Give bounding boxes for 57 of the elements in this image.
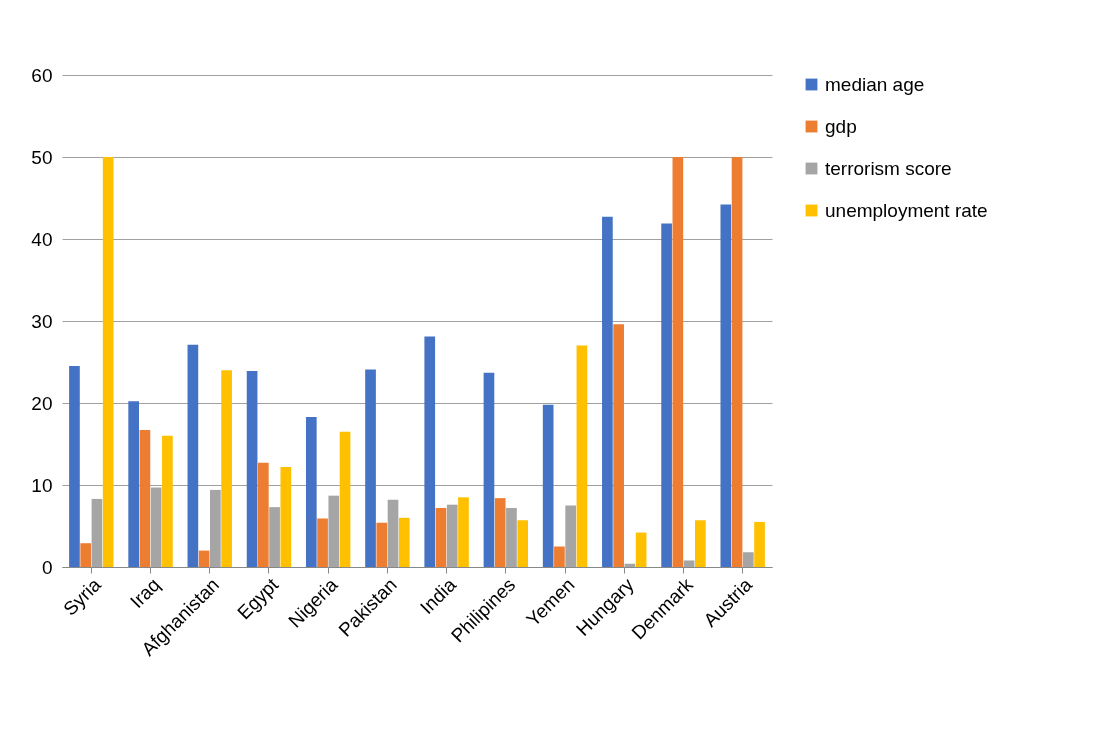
bar xyxy=(365,369,376,567)
bar xyxy=(210,489,221,567)
bar xyxy=(91,498,103,567)
bar xyxy=(720,204,732,567)
bar xyxy=(128,401,139,567)
bar xyxy=(683,560,695,567)
legend-label: gdp xyxy=(825,115,857,137)
y-tick-label: 40 xyxy=(31,228,53,250)
bar xyxy=(376,522,388,567)
bar xyxy=(387,499,399,567)
bar xyxy=(602,216,613,567)
bar xyxy=(446,504,458,567)
bar xyxy=(661,223,672,567)
legend-label: terrorism score xyxy=(825,157,952,179)
bar xyxy=(317,518,328,567)
y-tick-label: 60 xyxy=(31,64,53,86)
bar xyxy=(435,507,447,567)
bar xyxy=(613,324,624,567)
bar xyxy=(187,344,199,567)
bar xyxy=(695,520,706,567)
bar xyxy=(69,366,80,567)
bar xyxy=(517,520,529,567)
bar xyxy=(398,517,410,567)
legend-label: unemployment rate xyxy=(825,199,988,221)
y-tick-label: 10 xyxy=(31,474,53,496)
bar xyxy=(102,157,114,567)
bar xyxy=(506,507,517,567)
bar xyxy=(162,435,173,567)
bar xyxy=(672,157,684,567)
bar xyxy=(246,371,258,567)
bar xyxy=(554,546,565,567)
bar xyxy=(339,431,351,567)
bar xyxy=(742,552,754,567)
bar xyxy=(139,430,151,567)
bar xyxy=(754,521,765,567)
bar xyxy=(483,372,495,567)
bar xyxy=(280,466,292,567)
bar xyxy=(565,505,576,567)
legend-label: median age xyxy=(825,73,925,95)
bar xyxy=(221,370,232,567)
y-tick-label: 30 xyxy=(31,310,53,332)
bar xyxy=(198,550,210,567)
bar xyxy=(424,336,436,567)
bar xyxy=(494,498,506,567)
bar xyxy=(542,404,554,567)
y-tick-label: 0 xyxy=(41,556,53,578)
bar xyxy=(635,532,647,567)
bar xyxy=(458,497,469,567)
bar xyxy=(258,462,269,567)
y-tick-label: 50 xyxy=(31,146,53,168)
bar xyxy=(269,507,280,567)
y-tick-label: 20 xyxy=(31,392,53,414)
bar xyxy=(576,345,588,567)
bar xyxy=(731,157,743,567)
bar xyxy=(80,543,92,567)
bar xyxy=(305,416,317,567)
bar xyxy=(328,495,340,567)
